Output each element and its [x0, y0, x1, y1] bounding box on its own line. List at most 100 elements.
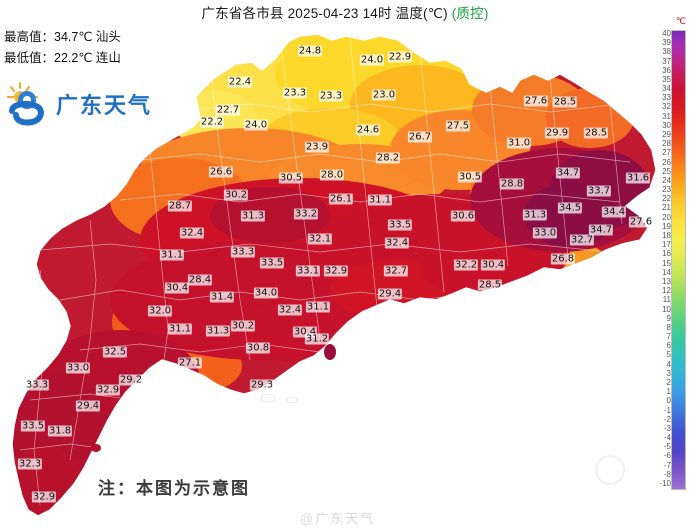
legend-tick: 19	[662, 221, 671, 231]
temperature-value-label: 28.0	[319, 169, 345, 181]
temperature-value-label: 34.5	[557, 202, 583, 214]
temperature-value-label: 30.5	[457, 171, 483, 183]
temperature-value-label: 31.8	[47, 425, 73, 437]
legend-tick: 23	[662, 185, 671, 195]
temperature-value-label: 22.9	[387, 51, 413, 63]
legend-unit-label: ℃	[675, 16, 686, 26]
legend-tick: 16	[662, 249, 671, 259]
temperature-value-label: 32.9	[95, 384, 121, 396]
temperature-value-label: 23.3	[318, 90, 344, 102]
temperature-value-label: 28.5	[583, 127, 609, 139]
max-temp-label: 最高值：34.7℃ 汕头	[4, 30, 121, 44]
temperature-value-label: 33.5	[259, 257, 285, 269]
page-title: 广东省各市县 2025-04-23 14时 温度(℃) (质控)	[0, 2, 690, 22]
temperature-value-label: 33.5	[20, 420, 46, 432]
legend-tick: -2	[663, 414, 671, 424]
temperature-value-label: 29.3	[249, 379, 275, 391]
temperature-value-label: 26.7	[407, 131, 433, 143]
temperature-value-label: 22.4	[227, 76, 253, 88]
temperature-value-label: 33.7	[586, 185, 612, 197]
temperature-value-label: 27.1	[177, 357, 203, 369]
province-outline	[11, 33, 657, 517]
legend-tick: 32	[662, 102, 671, 112]
temperature-value-label: 32.4	[277, 304, 303, 316]
temperature-value-label: 27.5	[445, 120, 471, 132]
temperature-value-label: 26.1	[328, 193, 354, 205]
temperature-value-label: 27.6	[628, 216, 654, 228]
legend-tick: -1	[663, 405, 671, 415]
legend-tick: 3	[666, 368, 671, 378]
legend-tick: 22	[662, 194, 671, 204]
legend-tick: 28	[662, 139, 671, 149]
temperature-value-label: 24.0	[359, 54, 385, 66]
temperature-value-label: 29.4	[75, 400, 101, 412]
legend-tick: -6	[663, 451, 671, 461]
legend-tick: 2	[666, 377, 671, 387]
legend-tick: 20	[662, 212, 671, 222]
temperature-value-label: 32.5	[102, 346, 128, 358]
temperature-value-label: 33.3	[230, 246, 256, 258]
legend-tick: 7	[666, 332, 671, 342]
temperature-value-label: 28.7	[167, 200, 193, 212]
temperature-value-label: 31.1	[367, 194, 393, 206]
legend-tick: 17	[662, 240, 671, 250]
temperature-value-label: 23.3	[282, 87, 308, 99]
temperature-value-label: 34.0	[253, 287, 279, 299]
legend-tick: 37	[662, 56, 671, 66]
temperature-value-label: 33.3	[24, 379, 50, 391]
legend-tick: 40	[662, 29, 671, 38]
legend-tick: 36	[662, 65, 671, 75]
temperature-value-label: 33.1	[295, 265, 321, 277]
temperature-value-label: 26.8	[550, 253, 576, 265]
legend-tick: 26	[662, 157, 671, 167]
temperature-value-label: 32.3	[17, 458, 43, 470]
temperature-value-label: 24.0	[243, 119, 269, 131]
temperature-value-label: 26.6	[208, 166, 234, 178]
temperature-value-label: 30.6	[450, 210, 476, 222]
temperature-value-label: 31.1	[305, 301, 331, 313]
legend-tick: 9	[666, 313, 671, 323]
temperature-value-label: 24.8	[297, 45, 323, 57]
legend-tick: 1	[666, 387, 671, 397]
legend-tick: 34	[662, 84, 671, 94]
legend-tick: 12	[662, 286, 671, 296]
watermark-circle-icon	[595, 455, 625, 485]
temperature-value-label: 32.7	[383, 265, 409, 277]
weibo-watermark: @广东天气	[300, 511, 376, 526]
temperature-value-label: 34.7	[588, 224, 614, 236]
legend-tick: 11	[662, 295, 671, 305]
brand-logo: 广东天气	[6, 80, 156, 128]
island-shape	[286, 396, 298, 404]
legend-tick: 5	[666, 350, 671, 360]
legend-tick: 0	[666, 396, 671, 406]
temperature-value-label: 31.2	[304, 333, 330, 345]
legend-tick: 8	[666, 322, 671, 332]
legend-tick: 6	[666, 341, 671, 351]
temperature-value-label: 22.2	[199, 116, 225, 128]
legend-tick: -4	[663, 433, 671, 443]
temperature-value-label: 29.4	[377, 288, 403, 300]
island-shape	[91, 444, 101, 452]
temperature-value-label: 23.9	[304, 141, 330, 153]
legend-tick: -3	[663, 423, 671, 433]
legend-tick: 27	[662, 148, 671, 158]
min-temp-label: 最低值：22.2℃ 连山	[4, 51, 121, 65]
temperature-value-label: 32.4	[179, 227, 205, 239]
temperature-value-label: 31.4	[209, 291, 235, 303]
legend-tick: -10	[659, 479, 671, 488]
temperature-value-label: 32.2	[453, 259, 479, 271]
sun-swirl-icon	[7, 82, 44, 126]
temperature-value-label: 33.5	[387, 219, 413, 231]
temperature-value-label: 28.4	[187, 274, 213, 286]
temperature-value-label: 28.8	[499, 178, 525, 190]
temperature-value-label: 34.7	[555, 167, 581, 179]
legend-tick-labels: 40 39 38 37 36 35 34 33 32 31 30 29 28 27 26 25 24 23 22 21…	[647, 30, 671, 488]
temperature-value-label: 30.2	[223, 189, 249, 201]
page-title-qc-badge: (质控)	[451, 6, 489, 21]
legend-tick: 25	[662, 166, 671, 176]
legend-tick: -8	[663, 469, 671, 479]
temperature-value-label: 30.4	[164, 282, 190, 294]
legend-color-bar	[671, 30, 686, 490]
legend-tick: 39	[662, 38, 671, 48]
